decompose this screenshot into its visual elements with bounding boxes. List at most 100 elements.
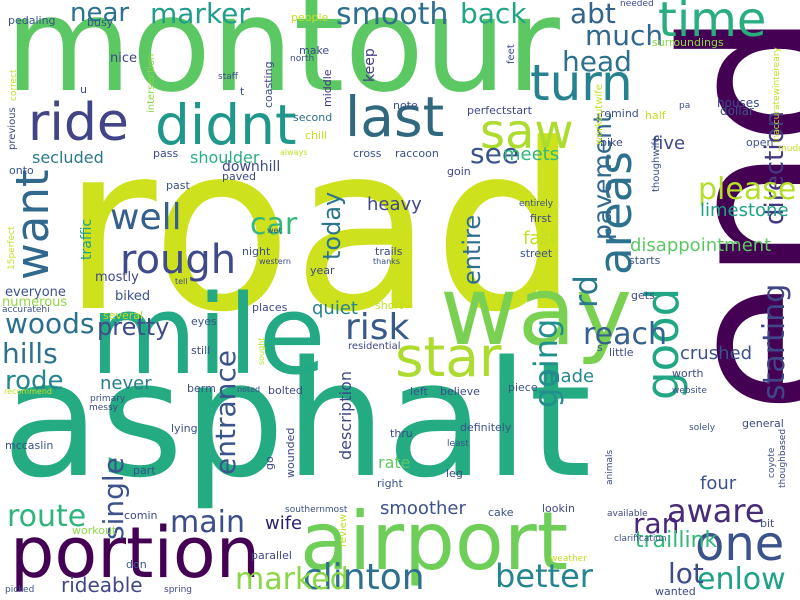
word-year: year [310,264,335,277]
word-mccaslin: mccaslin [5,439,54,452]
word-past: past [166,179,190,192]
word-much: much [585,19,664,52]
word-everyone: everyone [5,285,66,300]
word-workout: workout [72,524,117,537]
word-sought: sought [257,337,266,365]
word-enlow: enlow [697,562,786,597]
word-trails: trails [375,245,403,258]
word-four: four [700,473,737,494]
word-see: see [470,137,520,170]
word-meets: meets [503,144,560,165]
word-feet: feet [506,44,517,64]
word-go: go [263,456,276,470]
word-one: one [695,516,785,572]
word-starting: starting [757,283,792,400]
word-rd: rd [567,275,605,308]
word-houses: houses [717,96,760,110]
word-berm: berm [187,382,216,395]
word-paved: paved [222,170,256,183]
word-raccoon: raccoon [395,147,439,160]
word-crushed: crushed [680,343,752,364]
word-website: website [672,386,707,396]
word-noted: noted [237,385,261,394]
word-right: right [377,477,403,490]
word-western: western [259,257,291,266]
word-needed: needed [620,0,654,9]
word-traillink: traillink [635,528,718,553]
word-biked: biked [115,289,151,304]
word-don: don [126,558,147,571]
word-definitely: definitely [460,421,512,434]
word-onto: onto [9,164,34,177]
word-perfectstart: perfectstart [467,104,532,117]
word-going: going [527,318,565,408]
word-worth: worth [672,367,704,380]
word-fast: fast [523,228,557,249]
word-staff: staff [218,72,238,82]
word-u: u [80,83,87,96]
word-rough: rough [120,237,237,283]
word-secluded: secluded [32,148,104,167]
word-part: part [133,464,156,477]
word-reach: reach [583,317,668,352]
word-quiet: quiet [312,298,358,319]
word-dollar: dollar [720,104,754,118]
word-made: made [543,366,595,387]
word-thanks: thanks [373,257,400,266]
word-still: still [191,344,211,357]
word-animals: animals [605,449,615,485]
word-picked: picked [5,585,35,595]
word-disappointment: disappointment [630,235,772,256]
word-saw: saw [480,104,574,160]
word-first: first [530,212,552,225]
word-solely: solely [689,423,716,433]
word-never: never [100,373,152,394]
word-open: open [746,136,774,149]
word-route: route [7,499,87,534]
word-star: star [395,325,502,389]
word-lying: lying [171,422,198,435]
word-pretty: pretty [97,313,170,341]
word-turn: turn [530,54,633,112]
word-numerous: numerous [2,295,68,310]
word-marked: marked [235,562,349,597]
word-lot: lot [668,557,704,590]
word-five: five [652,133,686,154]
word-wanted: wanted [655,585,696,598]
word-chill: chill [305,129,328,142]
word-bolted: bolted [268,384,303,397]
word-pedaling: pedaling [8,14,56,27]
word-street: street [520,247,553,260]
word-asphalt: asphalt [2,326,592,513]
word-wet: wet [267,226,282,235]
word-time: time [658,0,767,48]
word-thru: thru [390,427,413,440]
word-starts: starts [629,254,661,267]
word-lookin: lookin [542,502,575,515]
word-muddy: muddy [778,144,800,154]
word-shoulder: shoulder [190,148,260,167]
word-woods: woods [5,307,95,340]
word-wife: wife [265,513,303,534]
word-coasting: coasting [262,61,275,108]
word-inaccuratewintereary: inaccuratewintereary [772,47,782,143]
word-wounded: wounded [284,427,297,478]
word-today: today [318,191,346,260]
word-eyes: eyes [191,315,217,328]
word-better: better [495,557,593,595]
word-parallel: parallel [251,549,292,562]
word-rideable: rideable [61,573,143,597]
word-middle: middle [321,69,334,107]
word-head: head [562,45,632,78]
word-short: short [375,299,404,312]
word-previous: previous [7,107,18,150]
word-half: half [645,109,666,122]
word-heavy: heavy [367,194,422,215]
word-limestone: limestone [700,200,789,221]
word-southernmost: southernmost [285,505,348,515]
word-piece: piece [508,381,538,394]
word-15perfect: 15perfect [7,226,17,270]
word-smoother: smoother [380,498,466,519]
word-car: car [250,207,298,242]
